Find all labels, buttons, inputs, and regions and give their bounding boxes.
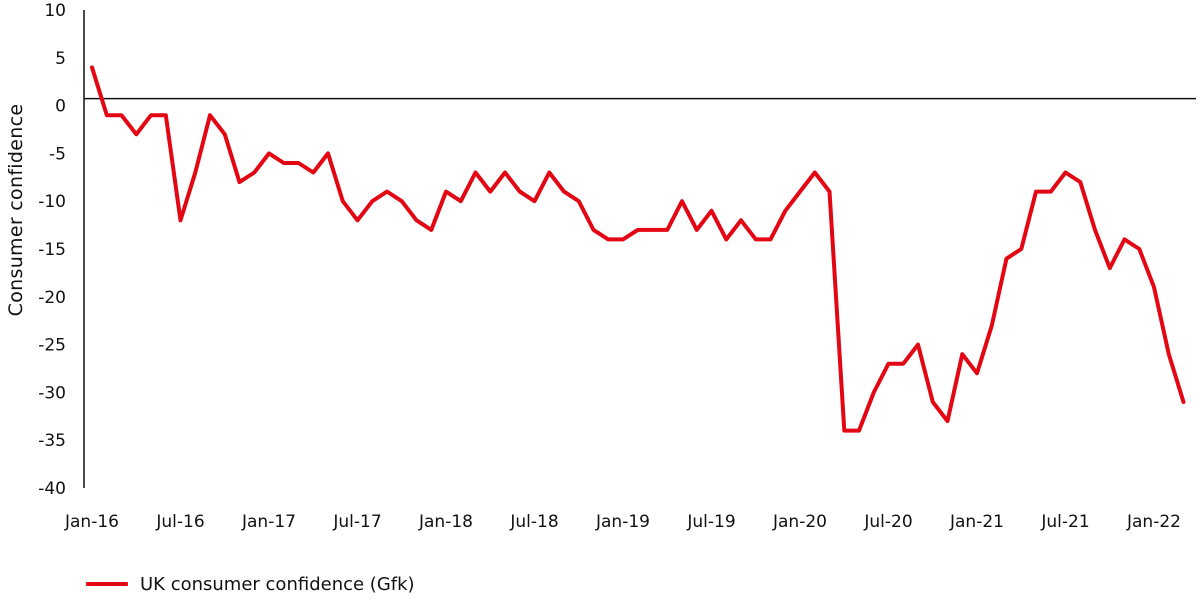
x-tick-labels: Jan-16 Jul-16 Jan-17 Jul-17 Jan-18 Jul-18 Jan-… [64,512,1181,532]
y-tick-label: -20 [38,288,66,308]
x-tick-label: Jul-21 [1040,512,1089,532]
y-tick-label: -25 [38,336,66,356]
x-tick-label: Jul-17 [332,512,381,532]
y-tick-label: -10 [38,192,66,212]
x-tick-label: Jan-18 [418,512,473,532]
y-tick-label: 5 [55,49,66,69]
y-axis-title: Consumer confidence [5,104,27,317]
x-tick-label: Jan-21 [949,512,1004,532]
series-line-uk-consumer-confidence [90,65,1186,433]
x-tick-label: Jul-18 [509,512,558,532]
legend: UK consumer confidence (Gfk) [86,570,415,598]
x-tick-label: Jan-22 [1126,512,1181,532]
x-tick-label: Jul-16 [155,512,204,532]
y-tick-label: -40 [38,479,66,499]
y-tick-label: 10 [44,1,66,21]
x-tick-label: Jan-16 [64,512,119,532]
legend-swatch [86,582,128,586]
line-chart: 10 5 0 -5 -10 -15 -20 -25 -30 -35 -40 Jan-16 Jul-16… [5,1,1196,532]
y-tick-label: 0 [55,97,66,117]
x-tick-label: Jul-20 [863,512,912,532]
x-tick-label: Jan-20 [772,512,827,532]
legend-label: UK consumer confidence (Gfk) [140,573,415,595]
data-points [90,65,1186,432]
x-tick-label: Jan-17 [241,512,296,532]
y-tick-label: -30 [38,383,66,403]
y-tick-label: -5 [49,144,66,164]
x-tick-label: Jul-19 [686,512,735,532]
y-tick-label: -35 [38,431,66,451]
y-tick-label: -15 [38,240,66,260]
x-tick-label: Jan-19 [595,512,650,532]
y-tick-labels: 10 5 0 -5 -10 -15 -20 -25 -30 -35 -40 [38,1,66,499]
